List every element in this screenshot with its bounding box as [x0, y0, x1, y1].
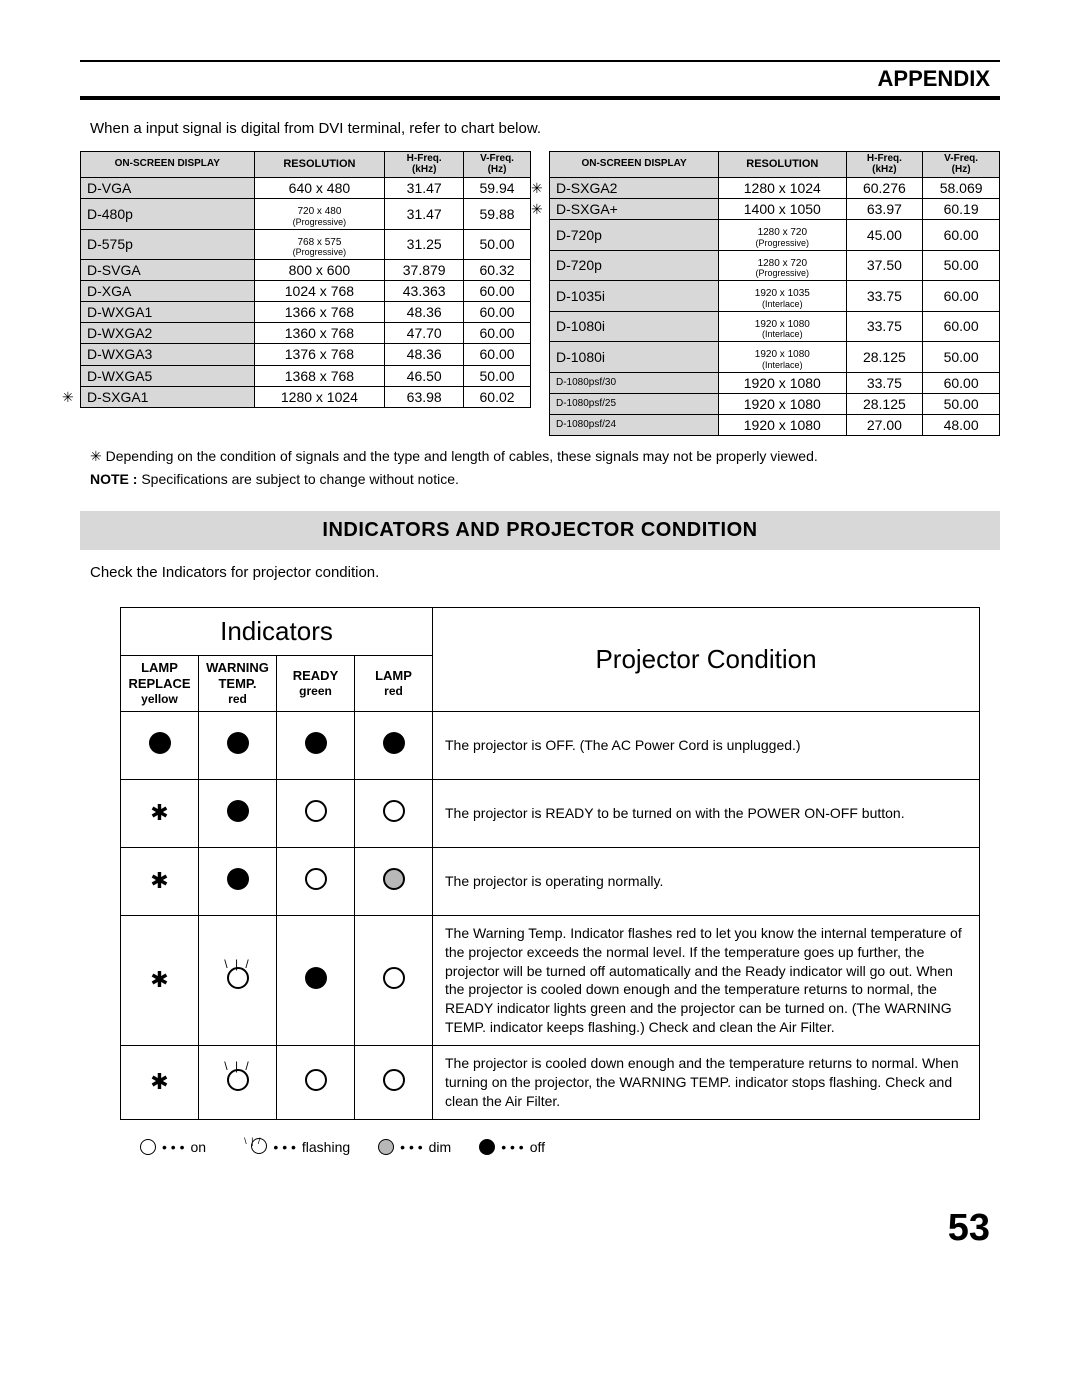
signal-tables: ON-SCREEN DISPLAYRESOLUTIONH-Freq.(kHz)V…: [80, 151, 1000, 436]
signal-row: D-1080psf/241920 x 108027.0048.00: [550, 414, 1000, 435]
legend-flashing: \ | /flashing: [234, 1138, 350, 1157]
indicator-row: ✱\ | /The projector is cooled down enoug…: [121, 1046, 980, 1120]
indicator-row: ✱The projector is READY to be turned on …: [121, 779, 980, 847]
legend: on \ | /flashing dim off: [140, 1138, 1000, 1157]
legend-dim: dim: [378, 1139, 451, 1155]
signal-row: D-WXGA51368 x 76846.5050.00: [81, 365, 531, 386]
signal-row: D-WXGA11366 x 76848.3660.00: [81, 302, 531, 323]
legend-on: on: [140, 1139, 206, 1155]
signal-row: D-SXGA11280 x 102463.9860.02: [81, 386, 531, 407]
signal-row: D-1080i1920 x 1080(Interlace)33.7560.00: [550, 311, 1000, 342]
signal-row: D-1080psf/301920 x 108033.7560.00: [550, 372, 1000, 393]
signal-table-left: ON-SCREEN DISPLAYRESOLUTIONH-Freq.(kHz)V…: [80, 151, 531, 408]
signal-row: D-SVGA800 x 60037.87960.32: [81, 260, 531, 281]
indicator-table: IndicatorsProjector ConditionLAMP REPLAC…: [120, 607, 980, 1120]
note-label: NOTE :: [90, 471, 137, 487]
spec-note: NOTE : Specifications are subject to cha…: [90, 471, 1000, 487]
signal-row: D-WXGA31376 x 76848.3660.00: [81, 344, 531, 365]
signal-row: D-VGA640 x 48031.4759.94: [81, 178, 531, 199]
star-note: Depending on the condition of signals an…: [90, 448, 1000, 465]
signal-row: D-720p1280 x 720(Progressive)37.5050.00: [550, 250, 1000, 281]
signal-row: D-480p720 x 480(Progressive)31.4759.88: [81, 199, 531, 230]
check-text: Check the Indicators for projector condi…: [90, 564, 1000, 581]
indicator-row: The projector is OFF. (The AC Power Cord…: [121, 711, 980, 779]
indicator-row: ✱\ | /The Warning Temp. Indicator flashe…: [121, 915, 980, 1045]
header-bar: APPENDIX: [80, 60, 1000, 100]
page-number: 53: [80, 1207, 1000, 1250]
indicator-row: ✱The projector is operating normally.: [121, 847, 980, 915]
signal-row: D-1035i1920 x 1035(Interlace)33.7560.00: [550, 281, 1000, 312]
signal-row: D-1080i1920 x 1080(Interlace)28.12550.00: [550, 342, 1000, 373]
signal-row: D-720p1280 x 720(Progressive)45.0060.00: [550, 220, 1000, 251]
signal-table-left-wrap: ON-SCREEN DISPLAYRESOLUTIONH-Freq.(kHz)V…: [80, 151, 531, 436]
signal-row: D-WXGA21360 x 76847.7060.00: [81, 323, 531, 344]
page: APPENDIX When a input signal is digital …: [0, 0, 1080, 1290]
signal-table-right-wrap: ON-SCREEN DISPLAYRESOLUTIONH-Freq.(kHz)V…: [549, 151, 1000, 436]
signal-row: D-575p768 x 575(Progressive)31.2550.00: [81, 229, 531, 260]
section-title: INDICATORS AND PROJECTOR CONDITION: [80, 511, 1000, 550]
signal-table-right: ON-SCREEN DISPLAYRESOLUTIONH-Freq.(kHz)V…: [549, 151, 1000, 436]
note-body: Specifications are subject to change wit…: [137, 471, 458, 487]
signal-row: D-XGA1024 x 76843.36360.00: [81, 281, 531, 302]
signal-row: D-SXGA+1400 x 105063.9760.19: [550, 199, 1000, 220]
intro-text: When a input signal is digital from DVI …: [90, 120, 1000, 137]
appendix-title: APPENDIX: [80, 66, 1000, 92]
signal-row: D-1080psf/251920 x 108028.12550.00: [550, 393, 1000, 414]
signal-row: D-SXGA21280 x 102460.27658.069: [550, 178, 1000, 199]
legend-off: off: [479, 1139, 545, 1155]
